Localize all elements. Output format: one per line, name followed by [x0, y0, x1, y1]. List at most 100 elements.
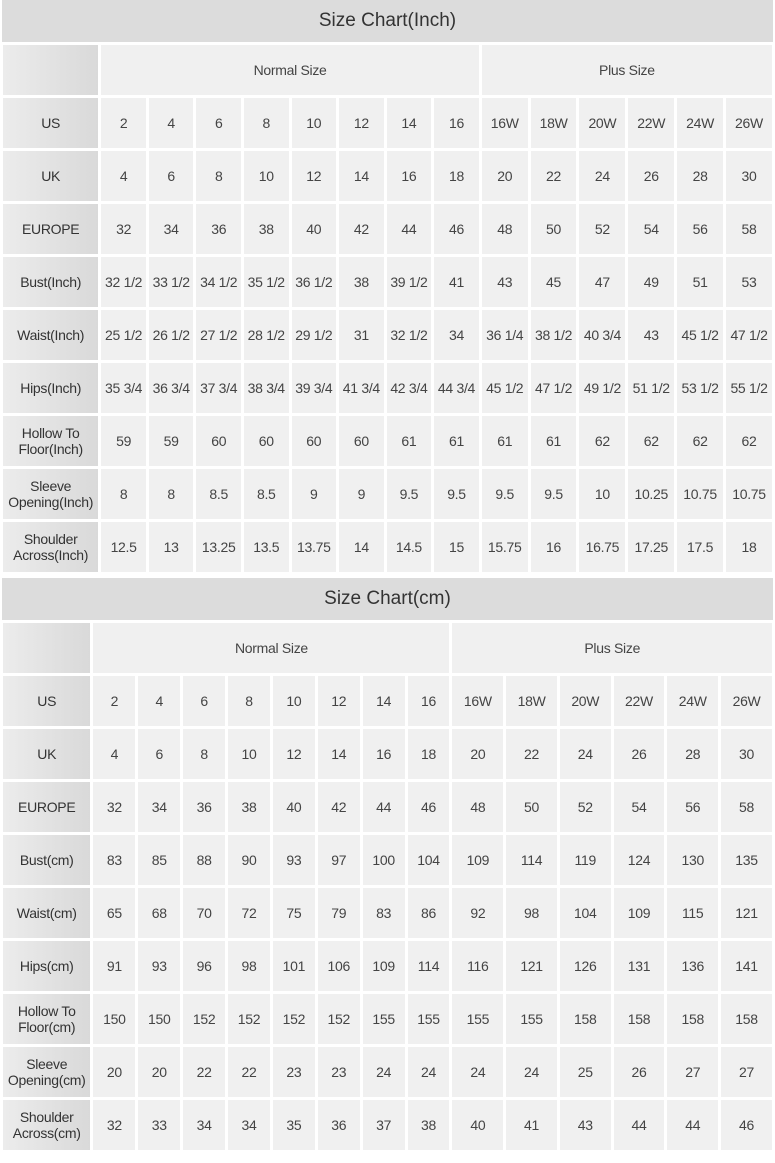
table-cell: 13.25 — [196, 522, 241, 572]
table-cell: 61 — [530, 416, 577, 466]
table-cell: 58 — [721, 782, 772, 832]
table-cell: 9.5 — [434, 469, 479, 519]
table-cell: 9.5 — [386, 469, 432, 519]
table-cell: 75 — [272, 888, 315, 938]
group-header-row: Normal Size Plus Size — [3, 623, 772, 673]
table-cell: 98 — [228, 941, 270, 991]
table-cell: 54 — [613, 782, 665, 832]
table-cell: 68 — [138, 888, 181, 938]
table-cell: 15.75 — [481, 522, 528, 572]
table-cell: 150 — [93, 994, 136, 1044]
table-cell: 16W — [481, 98, 528, 148]
table-cell: 16 — [362, 729, 405, 779]
table-cell: 39 1/2 — [386, 257, 432, 307]
table-cell: 8 — [183, 729, 226, 779]
table-cell: 28 1/2 — [243, 310, 289, 360]
table-row: Shoulder Across(Inch) 12.5 13 13.25 13.5 13.7… — [3, 522, 772, 572]
table-cell: 158 — [559, 994, 611, 1044]
table-cell: 60 — [339, 416, 384, 466]
table-cell: 18W — [530, 98, 577, 148]
table-cell: 20 — [138, 1047, 181, 1097]
table-cell: 131 — [613, 941, 665, 991]
table-cell: 53 — [726, 257, 772, 307]
table-cell: 44 — [386, 204, 432, 254]
table-cell: 45 — [530, 257, 577, 307]
table-row: EUROPE 32 34 36 38 40 42 44 46 48 50 52 54 56 58 — [3, 204, 772, 254]
table-cell: 86 — [407, 888, 450, 938]
table-cell: 43 — [481, 257, 528, 307]
table-cell: 158 — [721, 994, 772, 1044]
table-cell: 18 — [726, 522, 772, 572]
table-cell: 2 — [93, 676, 136, 726]
table-cell: 24 — [559, 729, 611, 779]
table-cell: 22 — [228, 1047, 270, 1097]
table-cell: 104 — [559, 888, 611, 938]
normal-size-header: Normal Size — [93, 623, 450, 673]
table-cell: 56 — [667, 782, 719, 832]
table-cell: 58 — [726, 204, 772, 254]
row-label: Sleeve Opening(Inch) — [3, 469, 99, 519]
table-cell: 41 3/4 — [339, 363, 384, 413]
plus-size-header: Plus Size — [481, 45, 772, 95]
table-cell: 20 — [481, 151, 528, 201]
table-cell: 36 — [196, 204, 241, 254]
table-cell: 50 — [506, 782, 557, 832]
table-cell: 36 — [317, 1100, 360, 1150]
table-cell: 83 — [93, 835, 136, 885]
table-cell: 34 — [434, 310, 479, 360]
table-cell: 42 — [317, 782, 360, 832]
table-cell: 16 — [434, 98, 479, 148]
table-cell: 27 — [721, 1047, 772, 1097]
table-cell: 20 — [93, 1047, 136, 1097]
table-cell: 8.5 — [243, 469, 289, 519]
table-cell: 59 — [148, 416, 194, 466]
table-cell: 26 — [613, 729, 665, 779]
table-cell: 38 1/2 — [530, 310, 577, 360]
table-row: Sleeve Opening(cm) 20 20 22 22 23 23 24 24 24 24 25… — [3, 1047, 772, 1097]
table-cell: 9 — [291, 469, 337, 519]
table-row: Sleeve Opening(Inch) 8 8 8.5 8.5 9 9 9.5 9.5 9.5 9… — [3, 469, 772, 519]
table-cell: 135 — [721, 835, 772, 885]
table-cell: 37 3/4 — [196, 363, 241, 413]
table-cell: 24W — [667, 676, 719, 726]
table-cell: 42 — [339, 204, 384, 254]
table-cell: 38 — [407, 1100, 450, 1150]
table-cell: 24W — [677, 98, 723, 148]
table-cell: 20W — [579, 98, 626, 148]
table-cell: 152 — [317, 994, 360, 1044]
table-cell: 30 — [726, 151, 772, 201]
table-cell: 119 — [559, 835, 611, 885]
table-cell: 32 1/2 — [101, 257, 146, 307]
table-cell: 38 3/4 — [243, 363, 289, 413]
table-cell: 38 — [243, 204, 289, 254]
table-row: UK 4 6 8 10 12 14 16 18 20 22 24 26 28 30 — [3, 151, 772, 201]
table-row: Shoulder Across(cm) 32 33 34 34 35 36 37 38 40 41 4… — [3, 1100, 772, 1150]
table-cell: 32 — [93, 782, 136, 832]
table-cell: 114 — [407, 941, 450, 991]
table-cell: 45 1/2 — [481, 363, 528, 413]
table-cell: 38 — [228, 782, 270, 832]
table-cell: 45 1/2 — [677, 310, 723, 360]
plus-size-header: Plus Size — [452, 623, 772, 673]
table-cell: 114 — [506, 835, 557, 885]
table-row: Hollow To Floor(cm) 150 150 152 152 152 152 155… — [3, 994, 772, 1044]
table-cell: 155 — [362, 994, 405, 1044]
table-cell: 44 — [667, 1100, 719, 1150]
table-cell: 24 — [407, 1047, 450, 1097]
table-cell: 34 1/2 — [196, 257, 241, 307]
table-cell: 46 — [407, 782, 450, 832]
table-cell: 121 — [506, 941, 557, 991]
table-cell: 24 — [362, 1047, 405, 1097]
table-row: UK 4 6 8 10 12 14 16 18 20 22 24 26 28 30 — [3, 729, 772, 779]
table-cell: 44 — [613, 1100, 665, 1150]
table-cell: 26W — [721, 676, 772, 726]
table-cell: 158 — [667, 994, 719, 1044]
table-cell: 98 — [506, 888, 557, 938]
table-cell: 126 — [559, 941, 611, 991]
table-cell: 152 — [183, 994, 226, 1044]
size-table: Normal Size Plus Size US 2 4 6 8 10 12 14 16 16W 18W… — [0, 42, 775, 575]
table-cell: 104 — [407, 835, 450, 885]
table-cell: 61 — [434, 416, 479, 466]
table-cell: 8.5 — [196, 469, 241, 519]
table-cell: 23 — [317, 1047, 360, 1097]
